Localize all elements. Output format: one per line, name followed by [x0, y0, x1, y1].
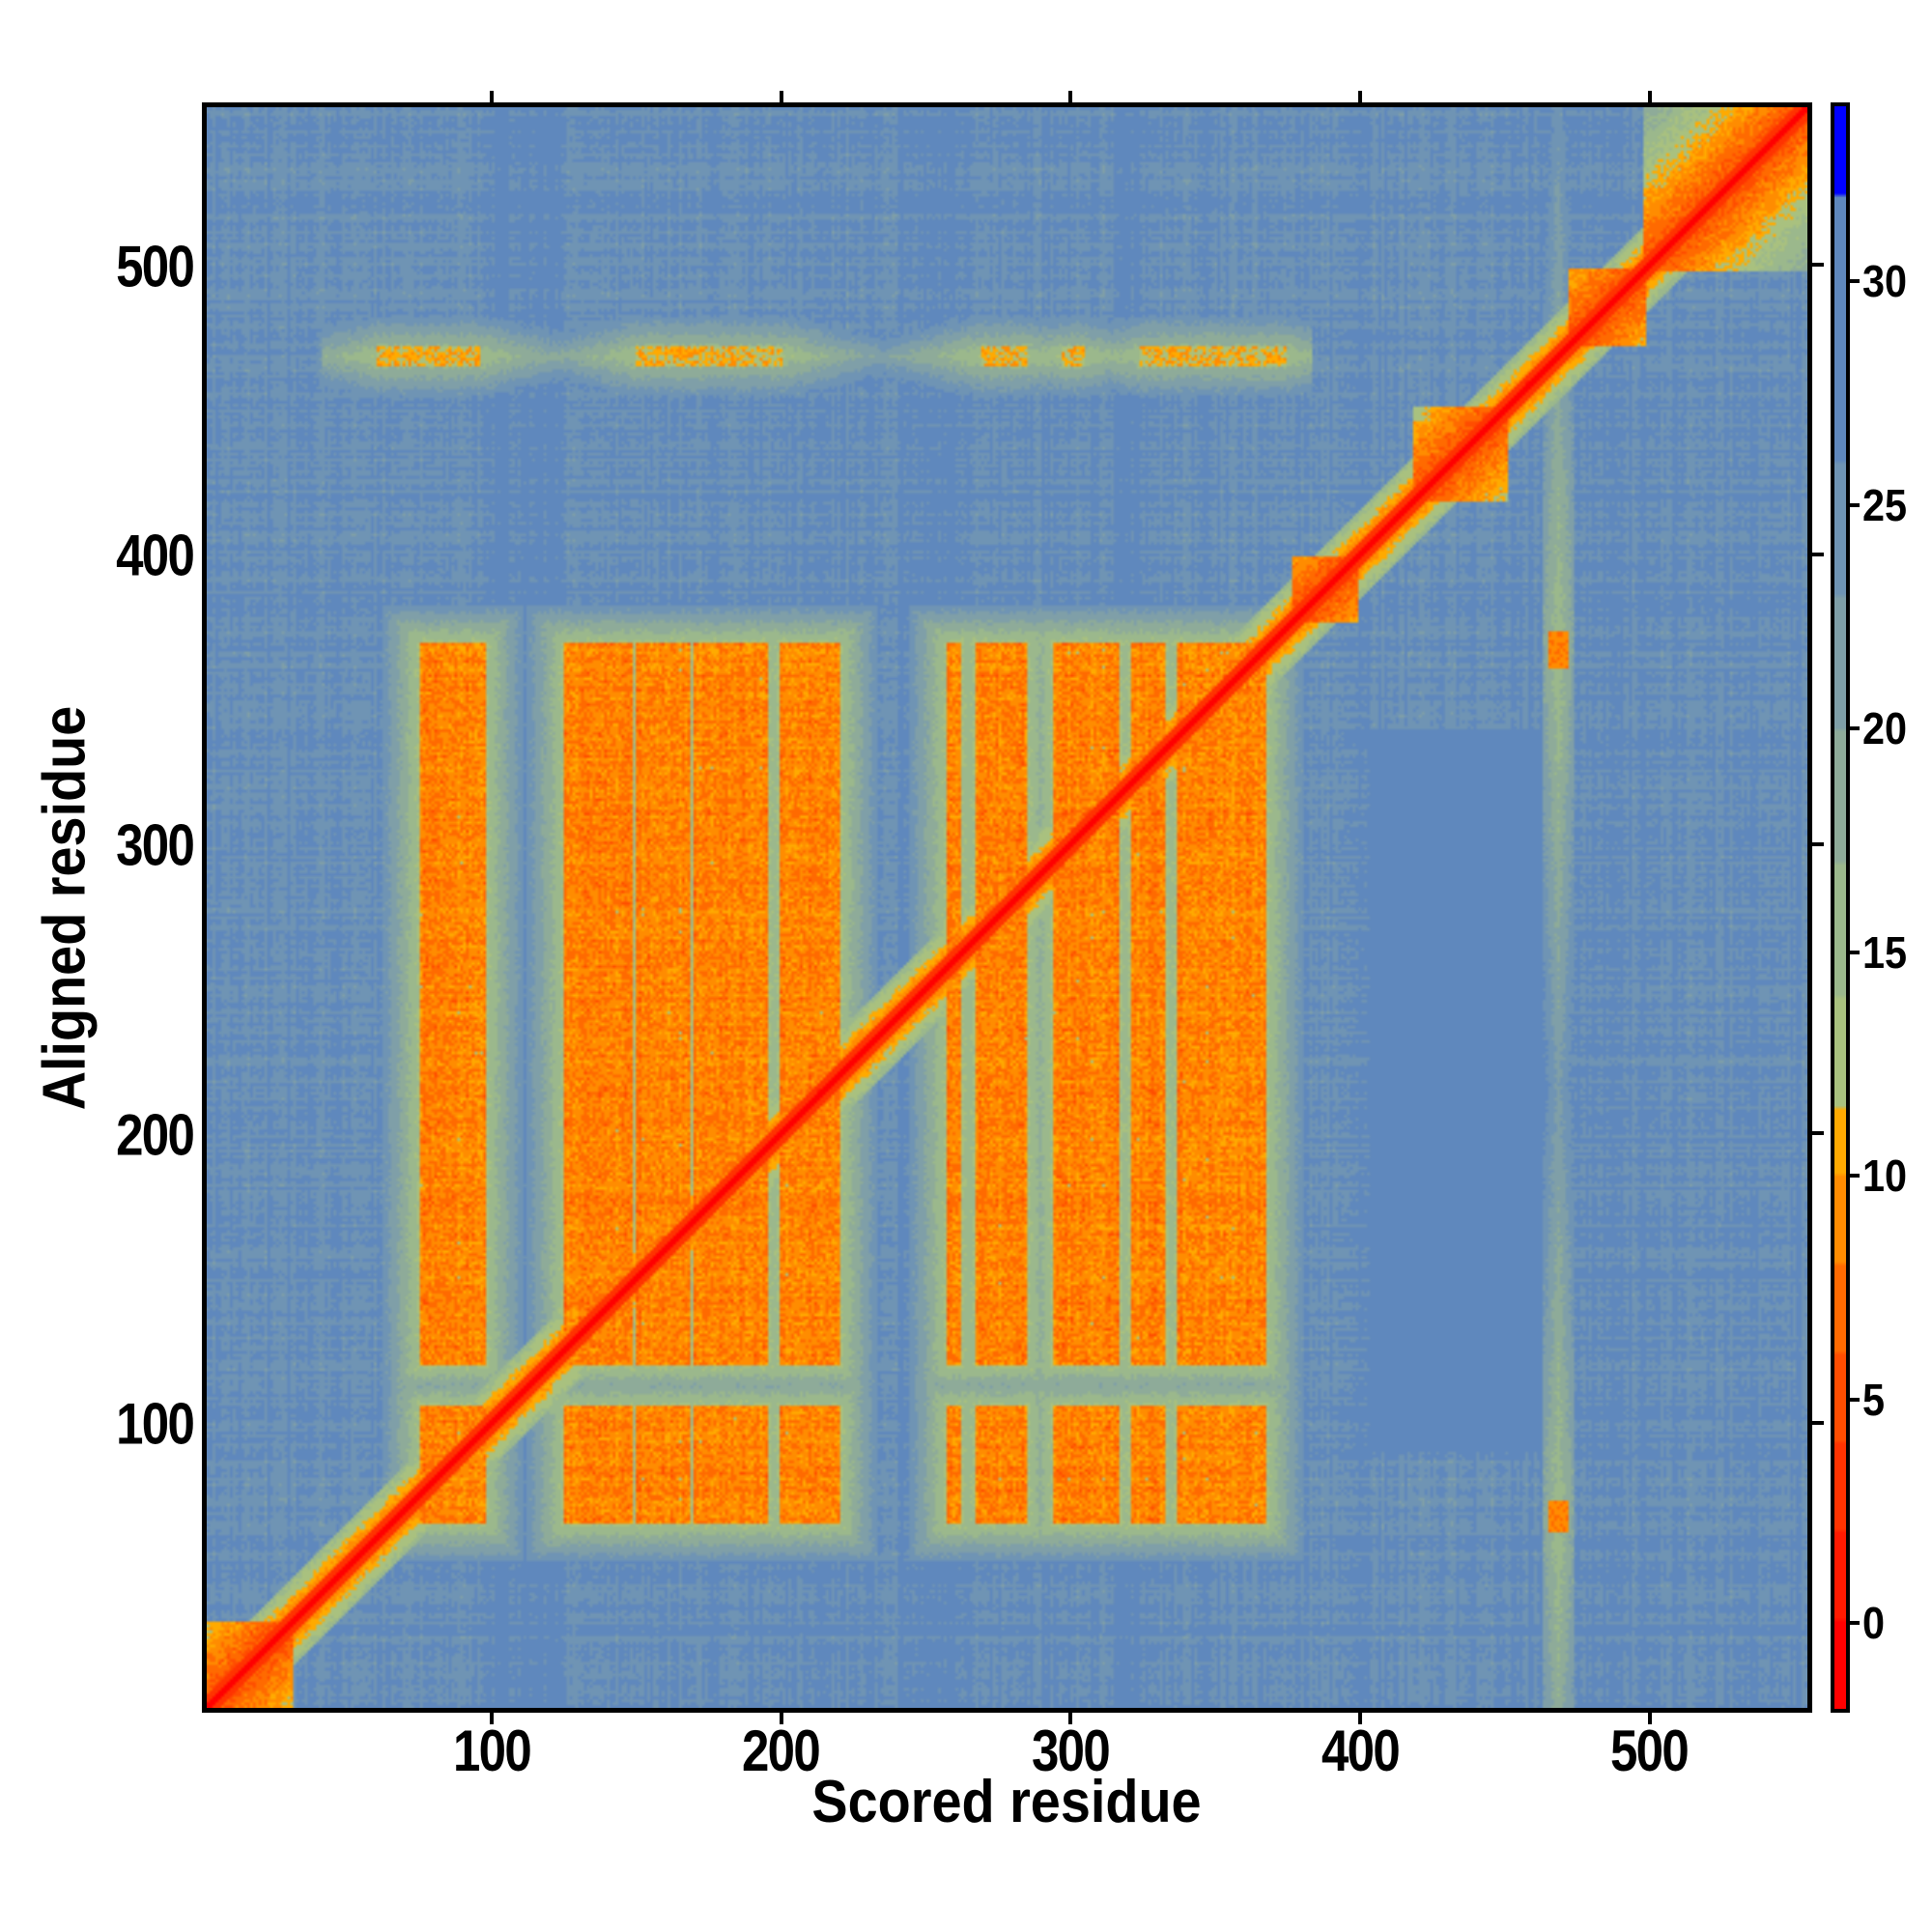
x-tick-top — [1068, 91, 1073, 102]
x-tick-label-300: 300 — [1032, 1719, 1111, 1783]
colorbar-tick-label: 5 — [1862, 1374, 1886, 1425]
x-tick-label-400: 400 — [1321, 1719, 1401, 1783]
y-axis-title: Aligned residue — [31, 705, 99, 1111]
colorbar-tick-label: 0 — [1862, 1598, 1886, 1649]
x-tick-top — [489, 91, 494, 102]
x-tick-label-500: 500 — [1610, 1719, 1690, 1783]
colorbar-gradient — [1834, 106, 1846, 1709]
x-tick-top — [1358, 91, 1363, 102]
x-tick-top — [1648, 91, 1653, 102]
x-tick-bottom — [1648, 1713, 1653, 1724]
y-tick-label-500: 500 — [116, 234, 195, 299]
y-tick-label-400: 400 — [116, 523, 195, 588]
x-axis-title: Scored residue — [811, 1769, 1202, 1835]
colorbar-tick — [1850, 279, 1860, 284]
y-tick-right — [1812, 1131, 1824, 1136]
y-tick-label-100: 100 — [116, 1391, 195, 1457]
x-tick-bottom — [1358, 1713, 1363, 1724]
y-tick-label-300: 300 — [116, 812, 195, 878]
x-tick-bottom — [1068, 1713, 1073, 1724]
x-tick-bottom — [779, 1713, 783, 1724]
colorbar-tick — [1850, 1621, 1860, 1626]
colorbar-tick-label: 30 — [1862, 256, 1908, 307]
colorbar-tick — [1850, 950, 1860, 954]
heatmap-cells — [207, 107, 1807, 1708]
y-tick-label-200: 200 — [116, 1102, 195, 1168]
x-tick-bottom — [489, 1713, 494, 1724]
colorbar-tick — [1850, 1174, 1860, 1179]
y-tick-right — [1812, 841, 1824, 846]
x-tick-label-100: 100 — [453, 1719, 532, 1783]
y-tick-right — [1812, 552, 1824, 556]
colorbar-tick-label: 20 — [1862, 703, 1908, 754]
colorbar-tick — [1850, 1397, 1860, 1402]
y-tick-right — [1812, 1421, 1824, 1426]
x-tick-top — [779, 91, 783, 102]
y-tick-right — [1812, 262, 1824, 267]
colorbar-tick-label: 25 — [1862, 479, 1908, 530]
colorbar-tick — [1850, 502, 1860, 507]
colorbar-tick — [1850, 726, 1860, 731]
colorbar — [1831, 102, 1850, 1713]
colorbar-tick-label: 15 — [1862, 926, 1908, 978]
x-tick-label-200: 200 — [742, 1719, 821, 1783]
heatmap-plot-area — [202, 102, 1812, 1713]
colorbar-tick-label: 10 — [1862, 1151, 1908, 1202]
